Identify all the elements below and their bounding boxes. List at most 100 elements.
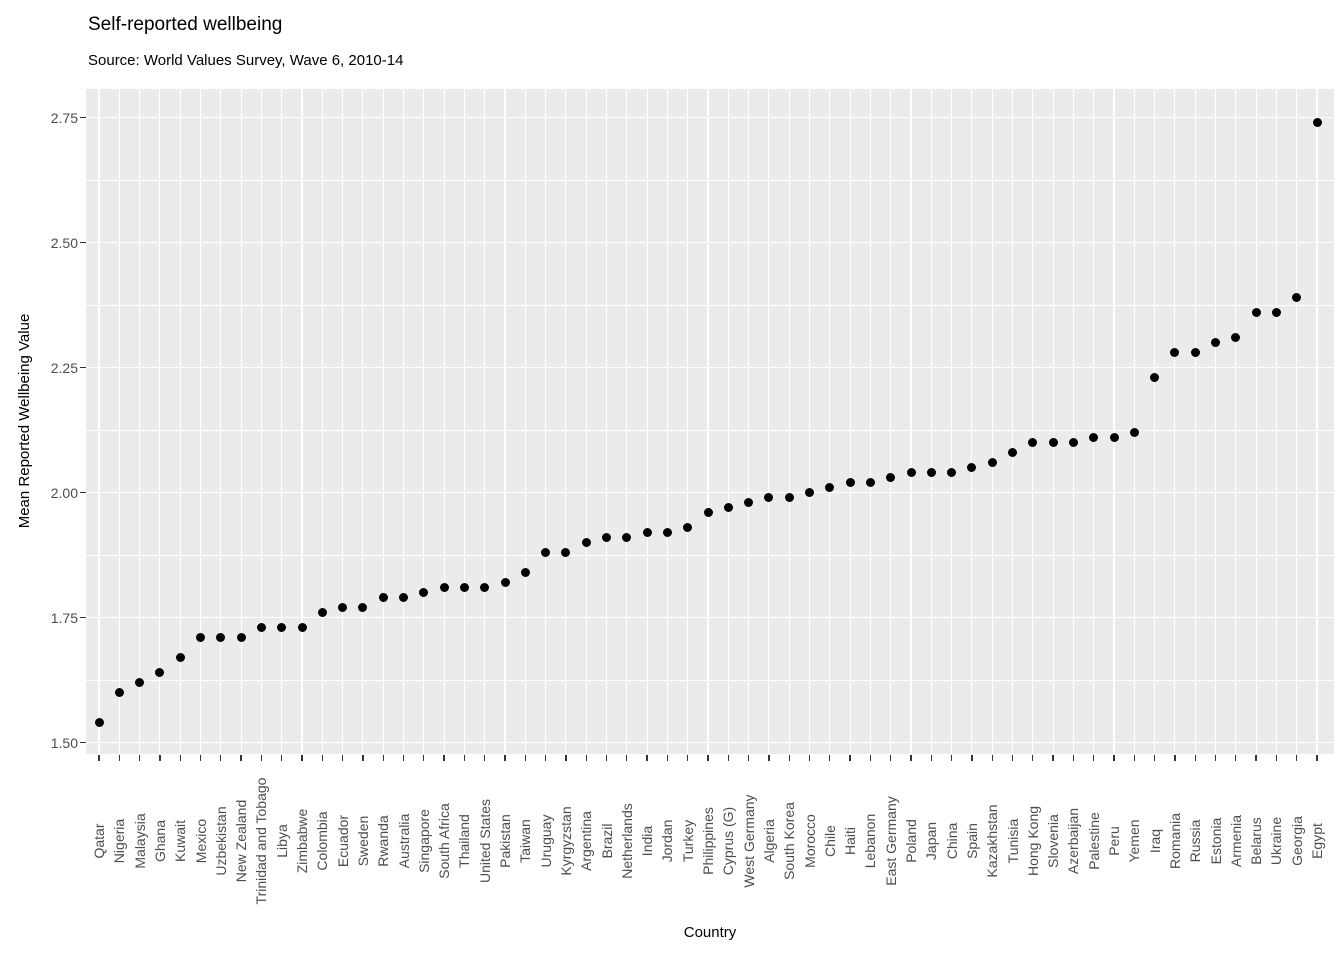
data-point <box>1292 293 1302 302</box>
plot-panel <box>86 89 1334 754</box>
x-tick <box>646 755 648 761</box>
data-point <box>135 678 145 687</box>
x-tick <box>605 755 608 761</box>
x-gridline <box>646 89 648 754</box>
x-tick-label: Singapore <box>415 809 432 873</box>
x-tick-label: South Korea <box>781 802 798 880</box>
x-tick <box>402 755 405 761</box>
y-tick-label: 2.75 <box>50 109 78 126</box>
data-point <box>358 603 368 612</box>
x-gridline <box>179 89 181 754</box>
x-tick-label: Kuwait <box>172 819 189 863</box>
x-gridline <box>707 89 709 754</box>
data-point <box>378 593 388 602</box>
x-gridline <box>240 89 242 754</box>
x-gridline <box>849 89 851 754</box>
x-gridline <box>991 89 993 754</box>
chart-title: Self-reported wellbeing <box>88 14 283 35</box>
x-tick <box>1296 755 1298 761</box>
x-tick-label: Rwanda <box>375 815 392 867</box>
x-gridline <box>1032 89 1034 754</box>
x-gridline <box>281 89 283 754</box>
x-gridline <box>727 89 729 754</box>
x-tick-label: Palestine <box>1085 812 1102 870</box>
data-point <box>744 498 754 507</box>
x-tick-label: Ghana <box>151 819 168 863</box>
x-tick <box>788 755 790 761</box>
x-tick <box>1133 755 1135 761</box>
x-gridline <box>869 89 871 754</box>
data-point <box>541 548 551 557</box>
data-point <box>439 583 449 592</box>
x-tick <box>747 755 750 761</box>
x-gridline <box>687 89 689 754</box>
x-tick-label: Australia <box>395 813 412 869</box>
x-tick-label: South Africa <box>436 803 453 879</box>
x-tick-label: Jordan <box>659 819 676 863</box>
x-tick <box>423 755 425 761</box>
data-point <box>1190 348 1200 357</box>
x-gridline <box>1214 89 1217 754</box>
x-tick <box>301 755 303 761</box>
y-tick <box>80 616 86 619</box>
x-tick <box>463 755 466 761</box>
x-tick-label: Uruguay <box>537 814 554 868</box>
x-tick <box>1174 755 1176 761</box>
x-tick-label: West Germany <box>740 794 757 888</box>
x-gridline <box>565 89 567 754</box>
x-tick-label: Poland <box>903 819 919 863</box>
x-gridline <box>808 89 811 754</box>
y-axis-title: Mean Reported Wellbeing Value <box>16 313 33 529</box>
x-tick <box>159 755 161 761</box>
x-tick <box>829 755 831 761</box>
x-tick <box>321 755 323 761</box>
x-tick-label: Libya <box>273 824 290 858</box>
data-point <box>886 473 896 482</box>
x-tick-label: Trinidad and Tobago <box>253 777 270 905</box>
data-point <box>1008 448 1017 457</box>
x-tick <box>504 755 506 761</box>
x-tick-label: Kazakhstan <box>984 804 1001 878</box>
x-tick <box>930 755 932 761</box>
x-gridline <box>666 89 668 754</box>
data-point <box>399 593 408 602</box>
data-point <box>196 633 205 642</box>
x-tick-label: Taiwan <box>517 819 534 863</box>
x-tick-label: Egypt <box>1309 823 1325 859</box>
y-tick <box>80 241 86 244</box>
x-gridline <box>545 89 547 754</box>
x-tick <box>991 755 993 761</box>
x-tick <box>1235 755 1237 761</box>
x-tick <box>890 755 892 761</box>
x-tick-label: Georgia <box>1288 816 1305 866</box>
x-tick-label: Slovenia <box>1045 814 1062 868</box>
data-point <box>114 688 124 697</box>
data-point <box>459 583 469 592</box>
x-tick <box>1113 755 1115 761</box>
data-point <box>1170 348 1180 357</box>
y-tick-label: 2.00 <box>50 484 78 501</box>
x-tick-label: Japan <box>923 821 940 861</box>
x-tick-label: Yemen <box>1126 819 1143 863</box>
data-point <box>1150 373 1160 382</box>
x-tick <box>443 755 445 761</box>
x-tick-label: Peru <box>1106 826 1122 856</box>
x-gridline <box>829 89 831 754</box>
x-tick-label: Haiti <box>842 827 859 856</box>
x-gridline <box>768 89 770 754</box>
x-tick-label: Ukraine <box>1268 816 1285 866</box>
y-tick-label: 1.50 <box>50 734 78 751</box>
x-tick-label: Ecuador <box>334 814 351 868</box>
y-tick <box>80 741 86 744</box>
x-gridline <box>890 89 892 754</box>
y-gridline-minor <box>86 554 1334 556</box>
data-point <box>662 528 672 537</box>
x-gridline <box>524 89 526 754</box>
x-gridline <box>260 89 262 754</box>
x-gridline <box>220 89 222 754</box>
data-point <box>764 493 774 502</box>
data-point <box>1109 433 1119 442</box>
x-tick <box>118 755 120 761</box>
data-point <box>297 623 307 632</box>
x-gridline <box>626 89 628 754</box>
